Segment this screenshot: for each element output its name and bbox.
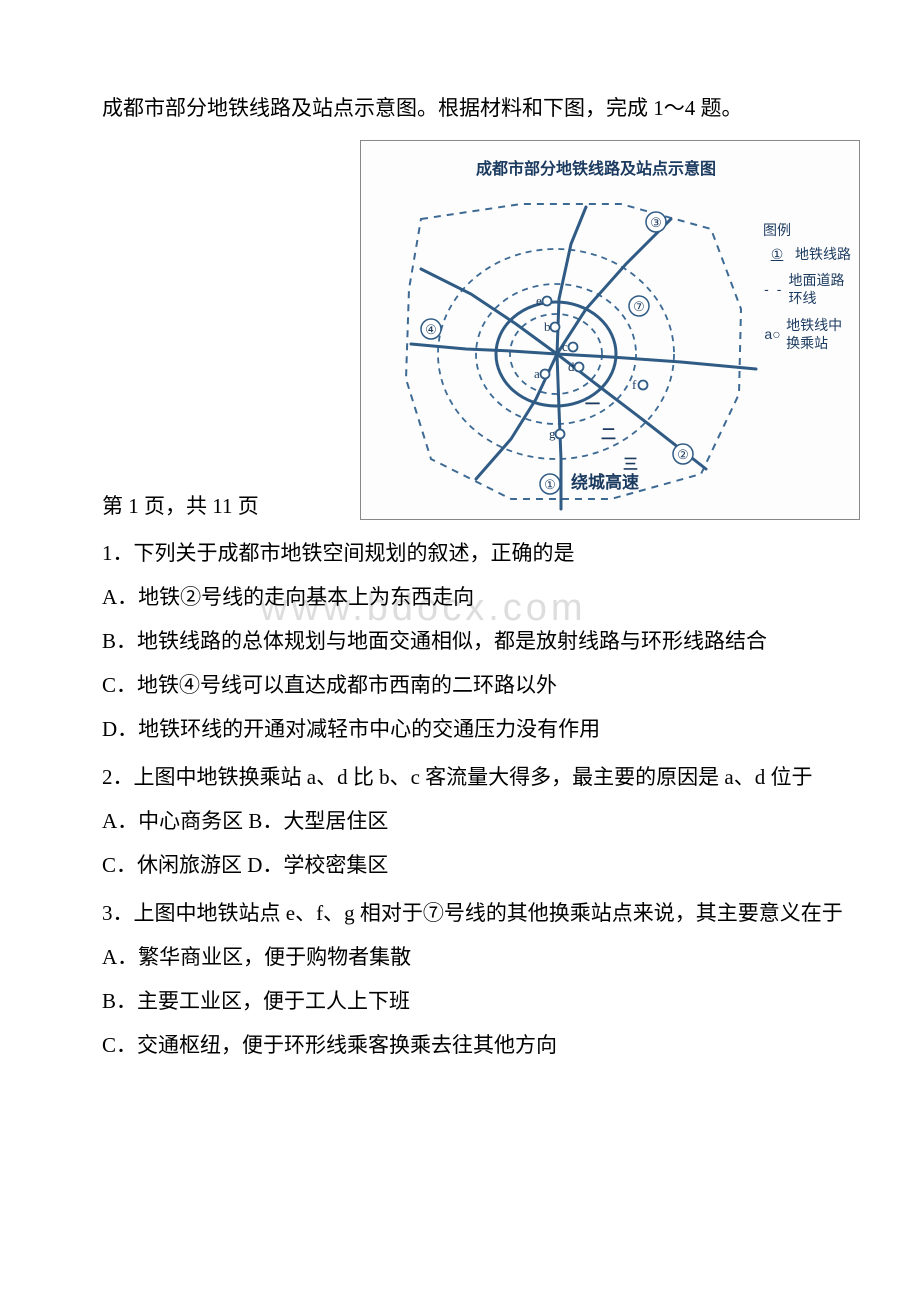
q2-options: A．中心商务区 B．大型居住区 C．休闲旅游区 D．学校密集区 <box>60 800 860 886</box>
q3-a: A．繁华商业区，便于购物者集散 <box>60 936 860 978</box>
legend-item-line: ① 地铁线路 <box>763 245 853 263</box>
svg-text:①: ① <box>544 477 556 492</box>
q1-stem: 1．下列关于成都市地铁空间规划的叙述，正确的是 <box>60 532 860 574</box>
q2-stem: 2．上图中地铁换乘站 a、d 比 b、c 客流量大得多，最主要的原因是 a、d … <box>60 756 860 798</box>
svg-text:b: b <box>544 319 551 334</box>
q1-options: www.bdocx.com A．地铁②号线的走向基本上为东西走向 B．地铁线路的… <box>60 576 860 750</box>
highway-label: 绕城高速 <box>571 468 639 493</box>
ring-2-label: 二 <box>601 427 616 443</box>
q1-c: C．地铁④号线可以直达成都市西南的二环路以外 <box>60 664 860 706</box>
q3-stem: 3．上图中地铁站点 e、f、g 相对于⑦号线的其他换乘站点来说，其主要意义在于 <box>60 892 860 934</box>
legend-sym-2: - - <box>763 280 785 298</box>
svg-text:e: e <box>536 293 542 308</box>
q3-c: C．交通枢纽，便于环形线乘客换乘去往其他方向 <box>60 1024 860 1066</box>
q3-options: A．繁华商业区，便于购物者集散 B．主要工业区，便于工人上下班 C．交通枢纽，便… <box>60 936 860 1066</box>
svg-text:f: f <box>632 377 637 392</box>
intro-text: 成都市部分地铁线路及站点示意图。根据材料和下图，完成 1～4 题。 <box>60 90 860 128</box>
svg-text:④: ④ <box>425 322 437 337</box>
svg-text:a: a <box>534 366 540 381</box>
q2-ab: A．中心商务区 B．大型居住区 <box>60 800 860 842</box>
svg-text:③: ③ <box>650 215 662 230</box>
q2-cd: C．休闲旅游区 D．学校密集区 <box>60 844 860 886</box>
q1-d: D．地铁环线的开通对减轻市中心的交通压力没有作用 <box>60 708 860 750</box>
svg-text:c: c <box>562 339 568 354</box>
map-row: 第 1 页，共 11 页 成都市部分地铁线路及站点示意图 ①②③④⑦ abcde… <box>60 140 860 520</box>
svg-text:⑦: ⑦ <box>633 299 645 314</box>
svg-text:g: g <box>549 426 556 441</box>
legend-item-station: a○ 地铁线中换乘站 <box>763 316 853 352</box>
legend-txt-2: 地面道路环线 <box>789 271 854 307</box>
legend-sym-1: ① <box>763 245 791 263</box>
svg-text:②: ② <box>677 447 689 462</box>
legend-sym-3: a○ <box>763 325 782 343</box>
q3-b: B．主要工业区，便于工人上下班 <box>60 980 860 1022</box>
page-number: 第 1 页，共 11 页 <box>60 490 259 520</box>
legend-txt-1: 地铁线路 <box>795 245 851 263</box>
q1-b: B．地铁线路的总体规划与地面交通相似，都是放射线路与环形线路结合 <box>60 620 860 662</box>
map-legend: 图例 ① 地铁线路 - - 地面道路环线 a○ 地铁线中换乘站 <box>763 221 853 360</box>
subway-map: 成都市部分地铁线路及站点示意图 ①②③④⑦ abcdefg 一 二 三 绕城高速… <box>360 140 860 520</box>
ring-1-label: 一 <box>585 397 600 413</box>
legend-item-road: - - 地面道路环线 <box>763 271 853 307</box>
legend-txt-3: 地铁线中换乘站 <box>786 316 853 352</box>
map-svg: ①②③④⑦ abcdefg 一 二 三 <box>361 159 761 519</box>
svg-text:d: d <box>568 359 575 374</box>
q1-a: A．地铁②号线的走向基本上为东西走向 <box>60 576 860 618</box>
legend-header: 图例 <box>763 221 853 239</box>
